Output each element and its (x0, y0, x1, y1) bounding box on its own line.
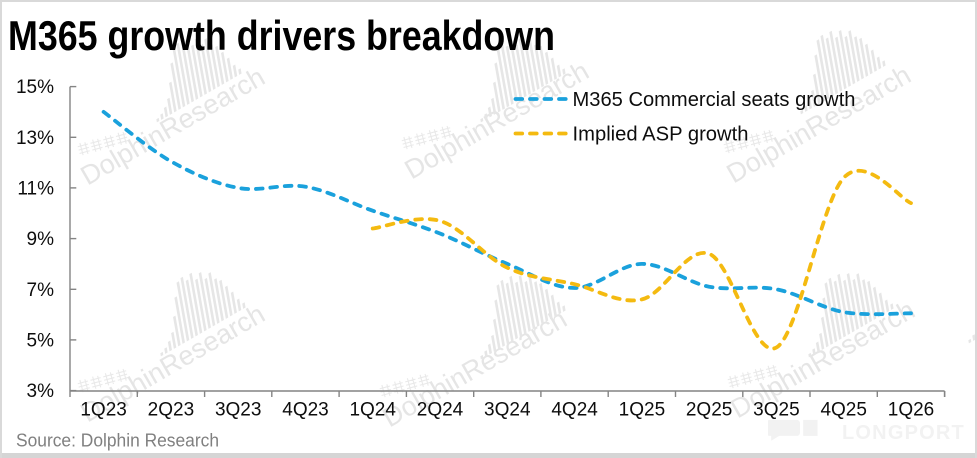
svg-text:2Q25: 2Q25 (686, 400, 732, 421)
svg-text:1Q24: 1Q24 (349, 400, 396, 421)
svg-text:9%: 9% (27, 229, 55, 250)
svg-text:1Q23: 1Q23 (80, 400, 126, 421)
svg-text:11%: 11% (17, 178, 54, 199)
svg-text:Source: Dolphin Research: Source: Dolphin Research (16, 430, 219, 451)
svg-text:15%: 15% (16, 77, 54, 98)
svg-text:3Q24: 3Q24 (484, 400, 531, 421)
svg-text:4Q24: 4Q24 (551, 400, 598, 421)
svg-text:3Q23: 3Q23 (215, 400, 261, 421)
svg-text:1Q26: 1Q26 (888, 400, 934, 421)
svg-text:7%: 7% (27, 280, 55, 301)
svg-text:5%: 5% (27, 330, 55, 351)
svg-text:2Q23: 2Q23 (148, 400, 194, 421)
svg-text:M365 growth drivers breakdown: M365 growth drivers breakdown (8, 12, 555, 59)
svg-text:1Q25: 1Q25 (619, 400, 665, 421)
svg-text:4Q23: 4Q23 (282, 400, 328, 421)
svg-text:4Q25: 4Q25 (820, 400, 866, 421)
svg-text:Implied ASP growth: Implied ASP growth (573, 124, 749, 146)
svg-text:M365 Commercial seats growth: M365 Commercial seats growth (573, 89, 856, 111)
svg-text:13%: 13% (16, 128, 54, 149)
svg-text:3%: 3% (27, 381, 55, 402)
svg-text:3Q25: 3Q25 (753, 400, 799, 421)
svg-text:2Q24: 2Q24 (417, 400, 464, 421)
